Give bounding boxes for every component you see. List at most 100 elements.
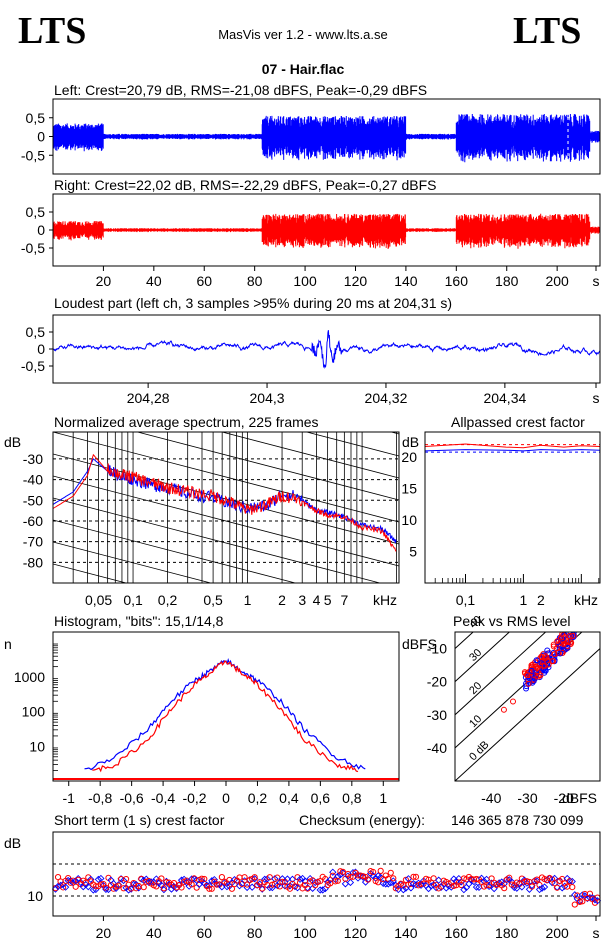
shortcrest-point-left [455, 874, 463, 883]
crest-xtick-label: 0,1 [456, 592, 476, 608]
logo-left: LTS [18, 10, 87, 52]
histogram-xtick-label: -0,4 [151, 790, 175, 806]
peakrms-point [524, 672, 531, 679]
crest-frame [424, 431, 601, 584]
spectrum-xtick-label: 5 [324, 592, 332, 608]
shortcrest-point-right [450, 882, 457, 890]
shortcrest-point-right [115, 882, 122, 889]
shortcrest-point-right [506, 874, 513, 881]
shortcrest-point-left [263, 875, 271, 883]
spectrum-title: Normalized average spectrum, 225 frames [54, 414, 319, 430]
shortcrest-point-left [387, 879, 395, 887]
peakrms-ytick-label: -30 [427, 707, 447, 723]
right-xtick-label: 40 [146, 273, 162, 289]
spectrum-slope-line [53, 278, 399, 368]
spectrum-slope-line [53, 475, 399, 567]
shortcrest-xtick-label: 180 [495, 925, 519, 941]
shortcrest-point-right [501, 885, 508, 892]
peakrms-point [549, 658, 556, 665]
loudest-xtick-label: 204,3 [250, 390, 285, 406]
spectrum-xtick-label: 7 [340, 592, 348, 608]
shortcrest-point-right [201, 875, 208, 883]
shortcrest-point-right [97, 881, 104, 888]
peakrms-point [551, 651, 558, 658]
crest-ytick-label: 10 [401, 512, 417, 528]
histogram-xtick-label: -0,6 [120, 790, 144, 806]
right-xtick-label: 20 [96, 273, 112, 289]
shortcrest-point-left [465, 880, 473, 888]
peakrms-point [533, 657, 540, 664]
shortcrest-point-left [510, 883, 518, 892]
spectrum-xtick-label: 3 [298, 592, 306, 608]
shortcrest-point-right [296, 879, 304, 886]
shortcrest-point-left [319, 886, 327, 894]
shortcrest-point-left [61, 883, 70, 891]
shortcrest-point-right [193, 884, 200, 891]
right-xtick-label: 200 [545, 273, 569, 289]
spectrum-frame [52, 431, 400, 584]
spectrum-ytick-label: -50 [23, 492, 43, 508]
shortcrest-point-left [142, 875, 150, 883]
crest-title: Allpassed crest factor [451, 414, 585, 430]
shortcrest-point-right [579, 898, 586, 905]
spectrum-slope-line [53, 652, 399, 742]
peakrms-xtick-label: -30 [517, 790, 537, 806]
shortcrest-point-left [346, 878, 355, 887]
shortcrest-xtick-label: 40 [146, 925, 162, 941]
peakrms-point [525, 680, 532, 687]
crest-ytick-label: 5 [409, 544, 417, 560]
peakrms-ytick-label: -10 [427, 641, 447, 657]
spectrum-ytick-label: -70 [23, 534, 43, 550]
shortcrest-frame [52, 831, 601, 917]
spectrum-slope-line [53, 322, 399, 412]
shortcrest-point-left [56, 881, 65, 889]
peakrms-crest-line [455, 647, 600, 781]
right-xtick-label: 100 [293, 273, 317, 289]
shortcrest-point-right [483, 882, 490, 889]
shortcrest-point-left [359, 873, 367, 881]
shortcrest-point-right [332, 878, 339, 885]
logo-right: LTS [513, 10, 582, 52]
spectrum-slope-line [53, 541, 213, 583]
peakrms-point [500, 706, 507, 713]
shortcrest-point-left [308, 884, 317, 892]
peakrms-point [538, 653, 545, 660]
shortcrest-point-left [89, 886, 97, 894]
crest-ytick-label: 15 [401, 481, 417, 497]
shortcrest-point-left [77, 878, 85, 886]
shortcrest-point-right [528, 883, 536, 890]
shortcrest-point-right [458, 881, 465, 889]
shortcrest-point-right [334, 877, 341, 884]
spectrum-slope-line [53, 432, 399, 523]
shortcrest-xtick-label: 60 [196, 925, 212, 941]
spectrum-ytick-label: -80 [23, 554, 43, 570]
shortcrest-point-left [208, 877, 216, 885]
crest-series-red [424, 443, 601, 449]
shortcrest-point-right [178, 884, 185, 891]
shortcrest-point-left [147, 878, 155, 886]
peakrms-crest-label: 30 [467, 647, 484, 664]
peakrms-frame [454, 631, 601, 782]
shortcrest-point-right [72, 883, 79, 890]
shortcrest-point-right [402, 876, 410, 883]
shortcrest-point-right [206, 885, 213, 892]
shortcrest-point-right [259, 885, 266, 892]
spectrum-slope-line [53, 674, 399, 764]
right-xtick-label: 120 [344, 273, 368, 289]
shortcrest-point-left [533, 877, 541, 885]
spectrum-xtick-label: 2 [278, 592, 286, 608]
crest-series-blue [424, 449, 601, 452]
shortcrest-xtick-label: 20 [96, 925, 112, 941]
loudest-xtick-label: 204,28 [127, 390, 170, 406]
loudest-xtick-label: 204,32 [365, 390, 408, 406]
peakrms-xlabel: dBFS [562, 790, 597, 806]
crest-xtick-label: kHz [574, 592, 598, 608]
shortcrest-point-left [243, 883, 251, 892]
spectrum-slope-line [305, 432, 399, 457]
right-ytick-label: 0 [37, 222, 45, 238]
shortcrest-point-left [389, 877, 397, 885]
loudest-ytick-label: -0,5 [21, 358, 45, 374]
peakrms-title: Peak vs RMS level [453, 613, 571, 629]
shortcrest-point-left [69, 879, 77, 887]
shortcrest-point-right [57, 878, 64, 885]
